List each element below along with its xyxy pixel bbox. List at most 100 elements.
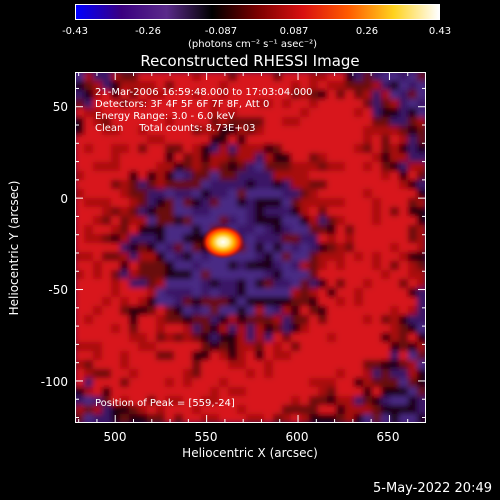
heatmap-cell	[201, 360, 210, 369]
heatmap-cell	[282, 90, 291, 99]
heatmap-cell	[318, 396, 327, 405]
heatmap-cell	[174, 270, 183, 279]
heatmap-cell	[363, 144, 372, 153]
heatmap-cell	[156, 369, 165, 378]
heatmap-cell	[372, 171, 381, 180]
heatmap-cell	[156, 108, 165, 117]
heatmap-cell	[75, 396, 84, 405]
heatmap-cell	[201, 279, 210, 288]
heatmap-cell	[246, 405, 255, 414]
heatmap-cell	[138, 378, 147, 387]
heatmap-cell	[300, 279, 309, 288]
info-energy-range: Energy Range: 3.0 - 6.0 keV	[95, 111, 235, 122]
heatmap-cell	[318, 342, 327, 351]
heatmap-cell	[183, 189, 192, 198]
heatmap-cell	[165, 99, 174, 108]
heatmap-cell	[408, 234, 417, 243]
heatmap-cell	[165, 378, 174, 387]
heatmap-cell	[138, 207, 147, 216]
heatmap-cell	[273, 369, 282, 378]
heatmap-cell	[129, 117, 138, 126]
heatmap-cell	[318, 225, 327, 234]
heatmap-cell	[336, 405, 345, 414]
heatmap-cell	[255, 387, 264, 396]
heatmap-cell	[354, 414, 363, 423]
heatmap-cell	[354, 81, 363, 90]
heatmap-cell	[111, 315, 120, 324]
heatmap-cell	[201, 108, 210, 117]
heatmap-cell	[417, 288, 426, 297]
heatmap-cell	[399, 216, 408, 225]
heatmap-cell	[372, 387, 381, 396]
heatmap-cell	[183, 117, 192, 126]
heatmap-cell	[84, 387, 93, 396]
heatmap-cell	[363, 216, 372, 225]
heatmap-cell	[390, 405, 399, 414]
heatmap-cell	[345, 378, 354, 387]
heatmap-cell	[192, 126, 201, 135]
heatmap-cell	[417, 387, 426, 396]
heatmap-cell	[129, 81, 138, 90]
heatmap-cell	[390, 279, 399, 288]
heatmap-cell	[147, 369, 156, 378]
heatmap-cell	[192, 342, 201, 351]
heatmap-cell	[165, 351, 174, 360]
heatmap-cell	[174, 117, 183, 126]
heatmap-cell	[75, 189, 84, 198]
heatmap-cell	[111, 171, 120, 180]
heatmap-cell	[138, 396, 147, 405]
heatmap-cell	[372, 324, 381, 333]
heatmap-cell	[327, 315, 336, 324]
heatmap-cell	[282, 306, 291, 315]
heatmap-cell	[165, 117, 174, 126]
heatmap-cell	[93, 243, 102, 252]
heatmap-cell	[399, 72, 408, 81]
colorbar-tick-label: 0.43	[428, 26, 452, 37]
heatmap-cell	[201, 342, 210, 351]
heatmap-cell	[75, 387, 84, 396]
heatmap-cell	[75, 144, 84, 153]
colorbar-tick-label: -0.26	[135, 26, 161, 37]
heatmap-cell	[327, 333, 336, 342]
heatmap-cell	[408, 297, 417, 306]
heatmap-cell	[129, 333, 138, 342]
heatmap-cell	[210, 360, 219, 369]
heatmap-cell	[381, 144, 390, 153]
heatmap-cell	[156, 315, 165, 324]
heatmap-cell	[192, 243, 201, 252]
heatmap-cell	[336, 135, 345, 144]
heatmap-cell	[291, 108, 300, 117]
heatmap-cell	[408, 378, 417, 387]
heatmap-cell	[417, 81, 426, 90]
heatmap-cell	[300, 387, 309, 396]
heatmap-cell	[111, 288, 120, 297]
heatmap-cell	[192, 396, 201, 405]
heatmap-cell	[174, 207, 183, 216]
heatmap-cell	[264, 270, 273, 279]
heatmap-cell	[228, 171, 237, 180]
heatmap-cell	[138, 144, 147, 153]
heatmap-cell	[363, 396, 372, 405]
heatmap-cell	[84, 207, 93, 216]
heatmap-cell	[93, 360, 102, 369]
heatmap-cell	[345, 315, 354, 324]
heatmap-cell	[201, 117, 210, 126]
heatmap-cell	[336, 315, 345, 324]
heatmap-cell	[102, 306, 111, 315]
heatmap-cell	[381, 360, 390, 369]
heatmap-cell	[327, 405, 336, 414]
heatmap-cell	[309, 81, 318, 90]
heatmap-cell	[93, 396, 102, 405]
heatmap-cell	[273, 81, 282, 90]
heatmap-cell	[390, 135, 399, 144]
heatmap-cell	[93, 225, 102, 234]
heatmap-cell	[174, 225, 183, 234]
heatmap-cell	[201, 297, 210, 306]
heatmap-cell	[318, 306, 327, 315]
heatmap-cell	[336, 90, 345, 99]
heatmap-cell	[273, 162, 282, 171]
heatmap-cell	[399, 387, 408, 396]
heatmap-cell	[300, 288, 309, 297]
heatmap-cell	[192, 333, 201, 342]
heatmap-cell	[219, 324, 228, 333]
